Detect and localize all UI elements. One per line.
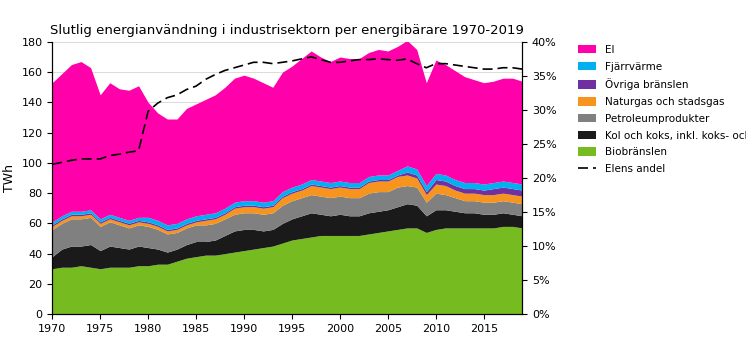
Legend: El, Fjärrvärme, Övriga bränslen, Naturgas och stadsgas, Petroleumprodukter, Kol : El, Fjärrvärme, Övriga bränslen, Naturga…	[574, 42, 746, 177]
Title: Slutlig energianvändning i industrisektorn per energibärare 1970-2019: Slutlig energianvändning i industrisekto…	[50, 23, 524, 37]
Y-axis label: TWh: TWh	[3, 164, 16, 192]
